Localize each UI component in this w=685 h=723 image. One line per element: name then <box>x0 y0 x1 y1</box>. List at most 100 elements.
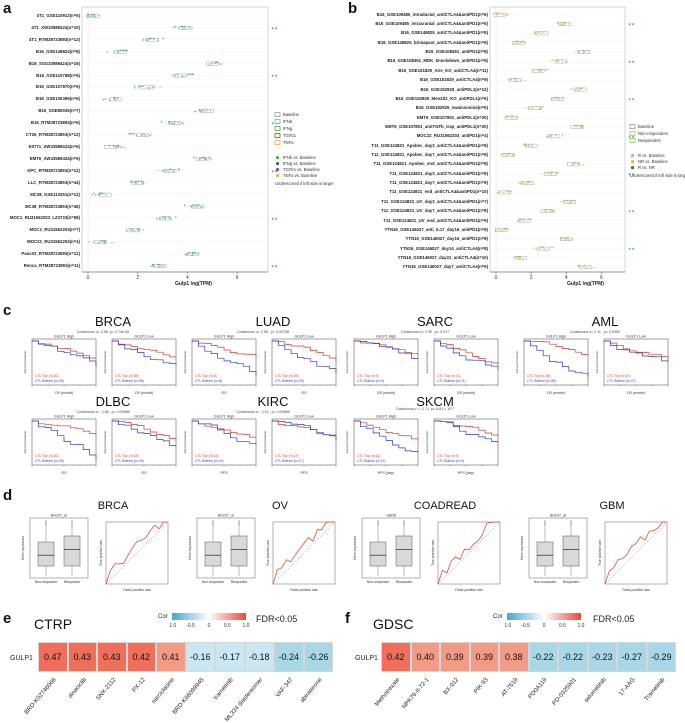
panel_a-dot <box>173 26 176 29</box>
panel_a-dot <box>142 39 145 42</box>
panel_b-dot <box>504 228 507 231</box>
panel_b-dot <box>582 51 585 54</box>
panel_a-box <box>126 228 139 233</box>
panel_a-dot <box>205 158 208 161</box>
km-ylabel: Survival Fraction <box>345 351 349 374</box>
panel_a-dot <box>128 132 131 135</box>
panel_b-dot <box>541 173 544 175</box>
panel_b-dot <box>525 145 528 147</box>
panel_b-dot <box>517 181 520 184</box>
panel_b-row-label: B16_GSE152925_MenZd1_KO_antiPDL1(n=6) <box>395 95 488 101</box>
panel_b-box <box>537 246 550 251</box>
boxplot-outlier <box>544 521 546 524</box>
panel_a-dot <box>130 181 132 184</box>
km-subtitle: Continuous z= -2.14 , p= 0.00868 <box>236 410 290 414</box>
panel_b-row-label: MOC22_RU31562203_antiPD1(n=4) <box>416 133 488 139</box>
panel_b-dot <box>533 247 536 249</box>
drug-label: VAF-347 <box>274 677 295 699</box>
panel_b-row-label: T11_GSE124821_UV_day3_antiCTLA4&antiPD1(… <box>381 198 488 204</box>
panel_b-dot <box>512 117 515 119</box>
panel_a-dot <box>139 228 141 230</box>
drug-label: 17-AAG <box>618 677 638 698</box>
km-curve-top <box>524 340 589 356</box>
heatmap-cell: -0.27 <box>617 642 647 672</box>
roc-diagonal <box>604 521 668 585</box>
panel_a-dot <box>209 156 211 159</box>
panel_b-dot <box>526 219 529 221</box>
panel_a-dot <box>137 180 140 183</box>
panel_b-dot <box>571 200 574 203</box>
colorbar-tick: -1.0 <box>505 623 512 629</box>
panel_a-dot <box>161 217 163 219</box>
km-xlabel: PFS (day) <box>458 471 474 475</box>
boxplot-box <box>395 535 413 567</box>
panel_b-dot <box>523 182 525 185</box>
panel_b-dot <box>500 191 503 193</box>
boxplot-box <box>63 535 81 567</box>
heatmap-e-title: CTRP <box>34 616 73 632</box>
panel_b-dot <box>561 61 564 63</box>
panel_b-dot <box>532 107 535 109</box>
panel_b-dot <box>565 61 568 63</box>
boxplot-gene: BH237_at <box>218 514 234 518</box>
km-plot: GULP1 High Survival Fraction CTL Top (n=38… <box>515 335 669 395</box>
panel_a-dot <box>159 86 162 88</box>
km-title: BRCA <box>94 314 132 329</box>
panel_a-dot <box>191 27 193 30</box>
panel_b-dot <box>546 68 549 71</box>
panel_a-legend2-label: IFNg vs. Baseline <box>283 161 316 166</box>
panel_b-dot <box>529 107 532 109</box>
panel_b-box <box>563 200 576 204</box>
panel_a-row-label: B16_GSE85035(n=7) <box>38 108 80 114</box>
km-curve-bottom <box>192 340 257 376</box>
km-plot: GULP1 High Survival Fraction CTL Top (n=20… <box>23 335 177 395</box>
panel-e: CTRP Cor -1.0-0.500.51.0 FDR<0.05 GULP1 … <box>0 610 342 723</box>
panel_a-box <box>146 37 159 42</box>
panel_b-dot <box>540 32 542 34</box>
panel_a-dot <box>163 170 166 173</box>
panel_a-legend2-label: IFNb vs. Baseline <box>283 155 316 160</box>
panel_a-dot <box>192 73 195 75</box>
panel_a-dot <box>111 241 113 244</box>
panel_a-dot <box>103 98 106 100</box>
panel-a: 4T1_GSE110912(n=6) 4T1_XW33589424(n=10) 4T… <box>0 0 340 300</box>
panel_b-dot <box>507 116 510 118</box>
panel_b-dot <box>535 248 538 250</box>
panel_a-dot <box>156 218 159 220</box>
panel_b-dot <box>592 266 595 269</box>
panel_a-dot <box>177 121 179 124</box>
panel_a-dot <box>183 25 186 28</box>
panel_a-dot <box>201 156 204 159</box>
panel_a-dot <box>161 170 163 173</box>
panel_a-dot <box>97 241 100 244</box>
panel_b-dot <box>554 172 557 175</box>
panel_b-legend-swatch <box>629 124 636 129</box>
panel_b-dot <box>512 42 515 44</box>
panel_a-dot <box>195 110 197 113</box>
panel_a-dot <box>180 25 183 28</box>
panel_b-dot <box>550 135 552 138</box>
panel_b-dot <box>527 145 530 147</box>
panel_b-dot <box>550 246 553 249</box>
colorbar-tick: 0 <box>208 623 211 629</box>
panel_a-dot <box>113 97 115 99</box>
panel_b-dot <box>550 173 552 175</box>
boxplot-outlier <box>377 520 379 522</box>
panel_b-dot <box>573 126 575 129</box>
km-ylabel: Survival Fraction <box>595 351 599 374</box>
km-legend-bottom: CTL Bottom (n=98) <box>115 379 144 383</box>
panel_a-box <box>141 85 154 90</box>
panel_b-row-label: T11_GSE124821_Apobec_day7_antiCTLA4&anti… <box>371 152 488 158</box>
panel_a-dot <box>220 63 223 65</box>
panel_b-row-label: B16_GSE108491_MDK_knockdown_antiPD1(n=8) <box>387 58 488 64</box>
boxplot-title: GBM <box>599 500 625 512</box>
panel_b-dot <box>510 115 512 118</box>
panel_b-legend-label: Baseline <box>638 124 655 129</box>
panel_b-dot <box>560 23 563 26</box>
panel_a-row-label: Panc02_RTM28723893(n=12) <box>21 251 80 257</box>
panel_a-dot <box>106 51 109 53</box>
heatmap-e-fdr: FDR<0.05 <box>256 614 298 624</box>
panel_a-dot <box>189 205 191 207</box>
panel_b-dot <box>537 31 539 33</box>
boxplot-box <box>536 541 554 567</box>
